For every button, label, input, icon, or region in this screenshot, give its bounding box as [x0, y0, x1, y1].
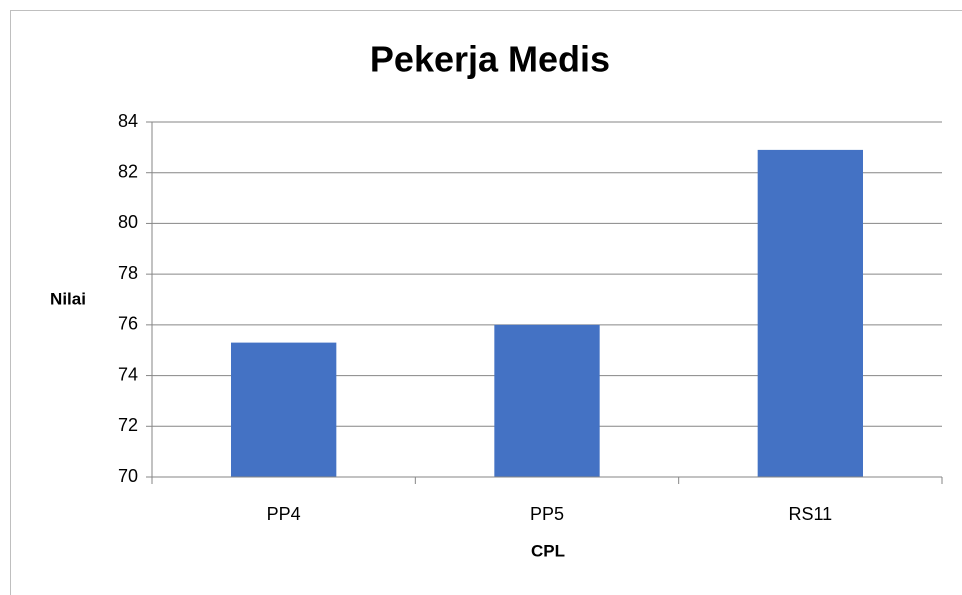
x-tick-label: PP5: [530, 504, 564, 524]
y-tick-label: 78: [118, 263, 138, 283]
x-tick-label: RS11: [788, 504, 832, 524]
bar: [757, 149, 863, 477]
y-tick-label: 76: [118, 314, 138, 334]
y-tick-label: 84: [118, 111, 138, 131]
y-tick-label: 72: [118, 415, 138, 435]
y-tick-label: 70: [118, 466, 138, 486]
chart-title: Pekerja Medis: [370, 39, 610, 80]
y-axis-title: Nilai: [50, 289, 86, 308]
y-tick-label: 82: [118, 161, 138, 181]
x-axis-title: CPL: [531, 541, 565, 560]
y-tick-label: 80: [118, 212, 138, 232]
bar: [494, 324, 600, 477]
bar: [231, 342, 337, 477]
y-tick-label: 74: [118, 364, 138, 384]
x-tick-label: PP4: [267, 504, 301, 524]
